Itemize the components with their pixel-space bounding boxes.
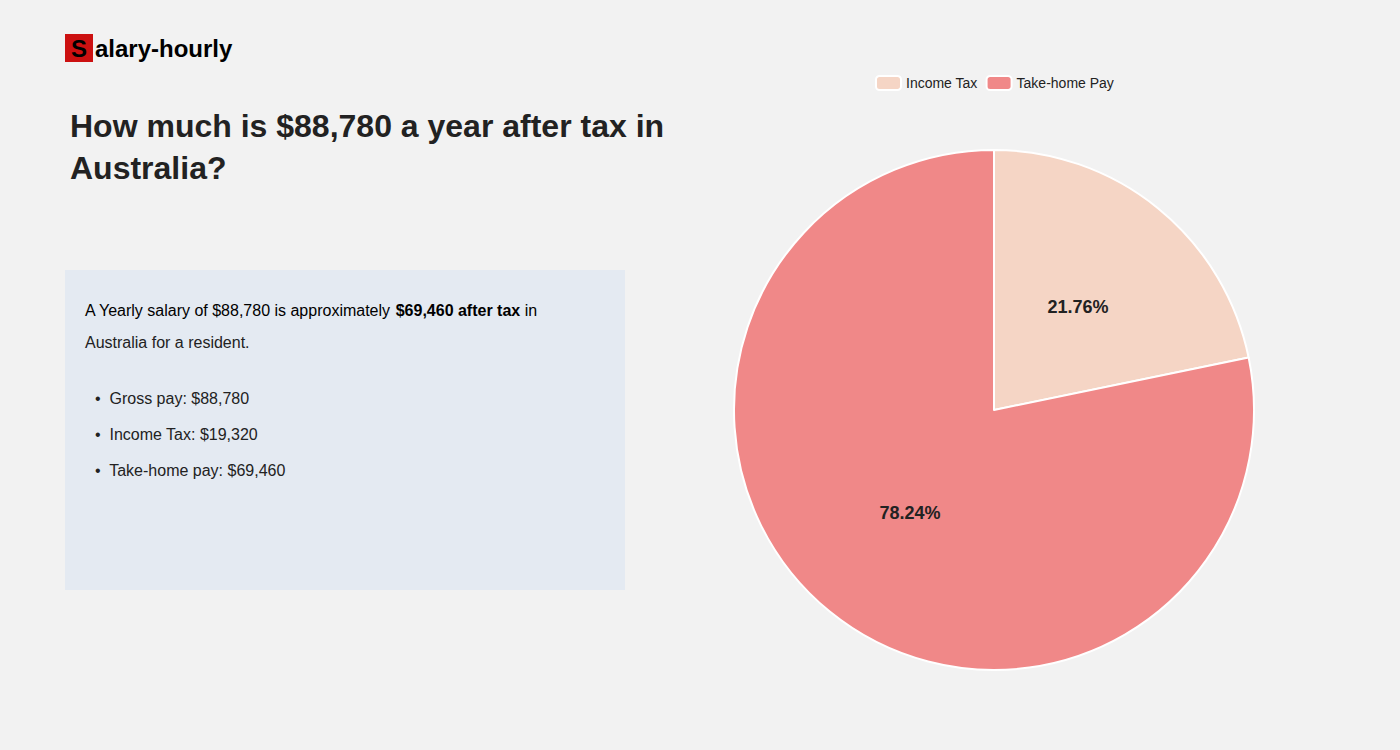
svg-text:21.76%: 21.76% [1047,297,1108,317]
svg-text:S: S [71,35,87,62]
svg-text:• Take-home pay: $69,460: • Take-home pay: $69,460 [95,462,285,479]
svg-text:alary-hourly: alary-hourly [95,35,233,62]
svg-text:78.24%: 78.24% [879,503,940,523]
svg-text:Australia for a resident.: Australia for a resident. [85,334,250,351]
svg-text:Take-home Pay: Take-home Pay [1017,75,1114,91]
svg-text:Australia?: Australia? [70,150,226,186]
svg-text:• Gross pay: $88,780: • Gross pay: $88,780 [95,390,249,407]
svg-text:Income Tax: Income Tax [906,75,977,91]
svg-text:• Income Tax: $19,320: • Income Tax: $19,320 [95,426,258,443]
svg-text:How much is $88,780 a year aft: How much is $88,780 a year after tax in [70,108,664,144]
svg-text:A Yearly salary of $88,780 is: A Yearly salary of $88,780 is approximat… [85,302,395,319]
svg-text:$69,460 after tax: $69,460 after tax [396,302,521,319]
svg-text:in: in [520,302,537,319]
